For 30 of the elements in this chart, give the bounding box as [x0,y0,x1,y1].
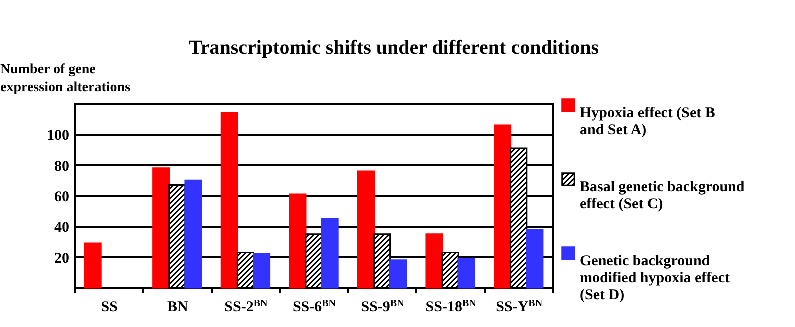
x-tick-label: BN [168,300,189,316]
bar [253,254,271,289]
x-tick-label: SS-9$^{BN}$ [361,298,406,316]
bar [494,124,512,289]
x-tick-label: SS-6$^{BN}$ [292,298,337,316]
y-tick-label: 100 [47,128,70,144]
bar [321,218,339,289]
x-tick-label: SS [101,300,118,316]
x-tick-label: SS-2$^{BN}$ [224,298,269,316]
bar [458,258,476,289]
y-tick-label: 20 [54,250,70,267]
legend-label: Genetic background modified hypoxia effect (Set D) [580,254,730,304]
bar [152,168,170,289]
y-axis-title: Number of gene expression alterations [0,62,132,96]
legend-label: Basal genetic background effect (Set C) [580,180,746,212]
chart-title: Transcriptomic shifts under different conditions [188,37,600,59]
bar [220,112,238,289]
bar [357,170,375,289]
bar [526,228,544,289]
bar [426,234,444,289]
y-tick-label: 80 [54,158,70,175]
bar [390,260,408,289]
bar [289,194,307,289]
x-tick-label: SS-Y$^{BN}$ [496,298,544,316]
y-tick-label: 60 [54,190,70,206]
x-tick-label: SS-18$^{BN}$ [426,298,478,316]
bar [184,180,202,289]
bar [84,242,102,289]
y-tick-label: 40 [54,220,70,236]
legend-label: Hypoxia effect (Set B and Set A) [580,106,716,138]
